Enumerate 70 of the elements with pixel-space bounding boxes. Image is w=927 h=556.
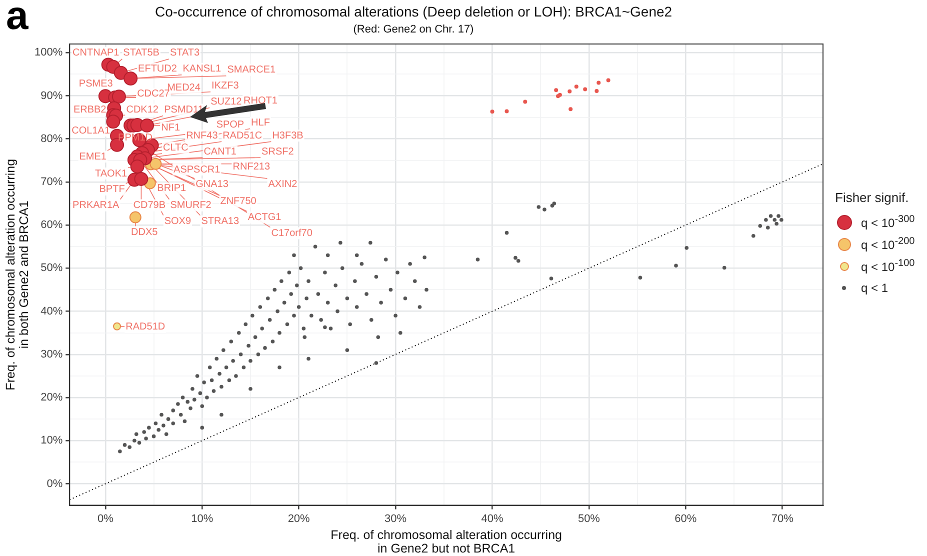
annotation: GNA13 (196, 179, 229, 190)
legend-label: q < 10$^{-300}$ (861, 214, 915, 230)
y-tick-label: 30% (40, 348, 63, 360)
y-tick-label: 100% (34, 46, 63, 59)
y-axis-title: Freq. of chromosomal alteration occurring in both Gene2 and BRCA1 (3, 158, 32, 390)
annotation: RNF213 (232, 161, 270, 172)
annotation: DDX5 (131, 227, 158, 238)
annotation: KANSL1 (182, 64, 222, 75)
annotation: RNF43 (186, 130, 218, 142)
y-tick-label: 0% (46, 478, 63, 490)
annotation: PSME3 (78, 78, 114, 90)
legend-label: q < 10$^{-200}$ (861, 236, 915, 252)
chart-subtitle: (Red: Gene2 on Chr. 17) (353, 23, 474, 36)
annotation: RHOT1 (244, 96, 278, 107)
annotation: SPOP (216, 119, 244, 130)
y-tick-label: 40% (40, 305, 63, 318)
annotation: RAD51C (222, 130, 262, 142)
annotation: CD79B (133, 200, 166, 212)
annotation: EFTUD2 (138, 64, 178, 75)
annotation: NF1 (161, 122, 180, 134)
annotation: COL1A1 (72, 125, 110, 136)
y-tick-label: 20% (40, 392, 63, 404)
annotation: CDC27 (137, 88, 170, 100)
annotation: SMARCE1 (227, 64, 276, 76)
annotation: PRKAR1A (72, 200, 120, 212)
annotation: CDK12 (126, 104, 159, 116)
annotation: SUZ12 (210, 96, 242, 108)
annotation: EME1 (79, 151, 107, 162)
annotation: BPTF (99, 184, 125, 196)
annotation: BRIP1 (157, 183, 187, 194)
x-tick-label: 40% (481, 512, 504, 525)
annotation: ZNF750 (220, 196, 257, 208)
x-tick-label: 60% (674, 512, 697, 525)
annotation: ASPSCR1 (174, 164, 221, 176)
x-tick-label: 20% (288, 512, 310, 525)
y-tick-label: 90% (40, 90, 63, 102)
x-tick-label: 50% (578, 512, 600, 525)
chart-title: Co-occurrence of chromosomal alterations (Deep deletion or LOH): BRCA1~Gene2 (154, 3, 672, 20)
x-tick-label: 70% (771, 512, 794, 525)
y-tick-label: 80% (40, 132, 63, 145)
annotation: STAT3 (170, 48, 200, 59)
annotation: C17orf70 (271, 228, 313, 240)
annotation: TAOK1 (95, 168, 128, 180)
annotation: ERBB2 (73, 104, 107, 116)
annotation: SMURF2 (170, 200, 212, 212)
annotation: SOX9 (164, 216, 192, 228)
annotation: H3F3B (272, 130, 304, 142)
legend-label: q < 1 (861, 281, 888, 295)
annotation: STAT5B (123, 48, 160, 59)
text: a (6, 0, 28, 39)
annotation: STRA13 (201, 216, 240, 228)
annotation: IKZF3 (212, 80, 240, 92)
y-tick-label: 70% (40, 176, 63, 188)
annotation: AXIN2 (268, 179, 298, 190)
annotation: HLF (251, 117, 270, 128)
x-axis-title: Freq. of chromosomal alteration occurring in Gene2 but not BRCA1 (330, 528, 562, 556)
legend-title: Fisher signif. (835, 190, 910, 205)
annotation: SRSF2 (262, 146, 294, 158)
annotation: CLTC (162, 142, 188, 154)
y-tick-label: 60% (40, 219, 63, 232)
y-tick-label: 10% (40, 434, 63, 447)
x-tick-label: 0% (97, 512, 114, 525)
legend-label: q < 10$^{-100}$ (861, 258, 915, 274)
annotation: ACTG1 (248, 212, 282, 224)
y-tick-label: 50% (40, 262, 63, 274)
annotation: RAD51D (126, 322, 166, 333)
annotation: CANT1 (204, 146, 237, 158)
x-tick-label: 10% (191, 512, 214, 525)
annotation: CNTNAP1 (72, 48, 120, 59)
x-tick-label: 30% (384, 512, 407, 525)
